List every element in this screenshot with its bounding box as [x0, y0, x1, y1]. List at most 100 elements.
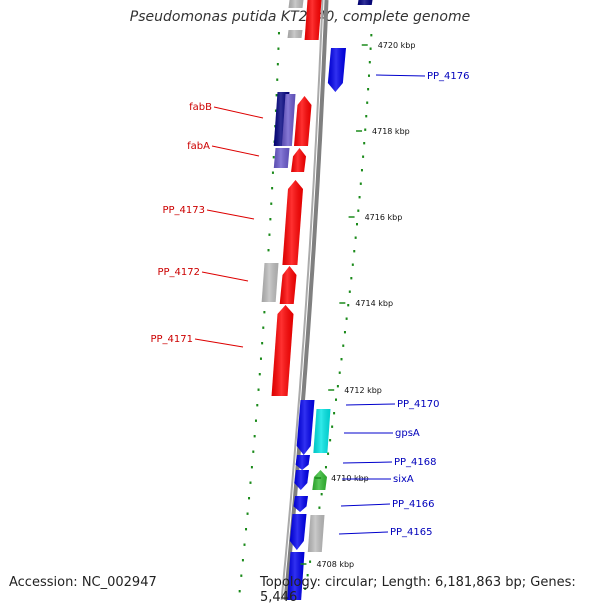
gene-label-PP_4170[interactable]: PP_4170	[345, 399, 440, 410]
feature-gray-low-sheen	[307, 515, 325, 552]
gene-label-PP_4172[interactable]: PP_4172	[157, 267, 249, 282]
guide-dot	[318, 506, 321, 509]
feature-PP_4176[interactable]	[327, 48, 346, 92]
gene-label-text[interactable]: fabB	[189, 102, 212, 113]
gene-label-text[interactable]: PP_4166	[392, 499, 435, 510]
gene-label-text[interactable]: PP_4168	[394, 457, 437, 468]
guide-dot	[249, 481, 252, 484]
feature-PP_4173-sheen	[282, 180, 303, 265]
gene-label-text[interactable]: fabA	[187, 141, 210, 152]
feature-lavender-a-sheen	[281, 94, 296, 146]
feature-blue-bottom-sheen	[287, 552, 305, 600]
gene-label-PP_4171[interactable]: PP_4171	[150, 334, 244, 348]
feature-lavender-b[interactable]	[273, 148, 290, 168]
guide-dot	[261, 342, 264, 345]
guide-dot	[358, 196, 361, 199]
feature-PP_4168-sheen	[295, 455, 310, 470]
feature-top-gray[interactable]	[288, 0, 304, 8]
map-title: Pseudomonas putida KT2440, complete geno…	[129, 9, 471, 25]
feature-PP_4170[interactable]	[296, 400, 315, 455]
guide-dot	[350, 277, 353, 280]
gene-label-text[interactable]: PP_4171	[150, 334, 193, 345]
gene-label-text[interactable]: sixA	[393, 474, 414, 485]
guide-dot	[246, 512, 249, 515]
guide-dot	[254, 419, 257, 422]
guide-dot	[245, 528, 248, 531]
leader-line	[211, 145, 260, 157]
guide-dot	[306, 574, 309, 577]
guide-dot	[309, 560, 312, 563]
feature-sixA[interactable]	[312, 470, 327, 490]
guide-dot	[274, 109, 277, 112]
feature-gray-mid[interactable]	[261, 263, 279, 302]
gene-label-PP_4176[interactable]: PP_4176	[375, 71, 470, 82]
feature-fabB[interactable]	[294, 96, 312, 146]
feature-navy-top[interactable]	[357, 0, 373, 5]
guide-dot	[253, 435, 256, 438]
guide-dot	[276, 78, 279, 81]
feature-blue-b-sheen	[294, 470, 309, 490]
feature-blue-bottom[interactable]	[287, 552, 305, 600]
feature-fabB-sheen	[294, 96, 312, 146]
gene-label-gpsA[interactable]: gpsA	[344, 428, 420, 439]
leader-line	[194, 338, 244, 348]
gene-label-text[interactable]: PP_4172	[157, 267, 200, 278]
gene-label-PP_4173[interactable]: PP_4173	[162, 205, 255, 220]
guide-dot	[250, 466, 253, 469]
guide-dot	[270, 202, 273, 205]
guide-dot	[368, 61, 371, 64]
feature-PP_4171[interactable]	[271, 305, 294, 396]
guide-dot	[366, 101, 369, 104]
gene-label-PP_4168[interactable]: PP_4168	[342, 457, 437, 468]
gene-label-PP_4166[interactable]: PP_4166	[340, 499, 435, 510]
feature-blue-b[interactable]	[294, 470, 309, 490]
scale-tick-label: 4714 kbp	[355, 299, 393, 308]
gene-label-fabA[interactable]: fabA	[187, 141, 260, 157]
scale-tick-label: 4712 kbp	[344, 386, 382, 395]
gene-label-text[interactable]: PP_4165	[390, 527, 433, 538]
guide-dot	[268, 233, 271, 236]
feature-fabA[interactable]	[291, 148, 306, 172]
feature-PP_4165-sheen	[289, 514, 307, 550]
guide-dot	[320, 493, 323, 496]
feature-PP_4173[interactable]	[282, 180, 303, 265]
feature-PP_4166[interactable]	[293, 496, 308, 512]
guide-dot	[277, 47, 280, 50]
feature-PP_4165[interactable]	[289, 514, 307, 550]
guide-dot	[333, 412, 336, 415]
feature-lavender-b-sheen	[273, 148, 290, 168]
gene-label-text[interactable]: gpsA	[395, 428, 420, 439]
guide-dot	[240, 574, 243, 577]
topology-text: Topology: circular; Length: 6,181,863 bp…	[260, 575, 576, 605]
feature-red-top[interactable]	[304, 0, 322, 40]
feature-PP_4172[interactable]	[279, 266, 297, 304]
guide-dot	[256, 404, 259, 407]
gene-label-text[interactable]: PP_4176	[427, 71, 470, 82]
guide-dot	[354, 236, 357, 239]
feature-gpsA[interactable]	[313, 409, 331, 453]
guide-dot	[336, 385, 339, 388]
feature-gray-low[interactable]	[307, 515, 325, 552]
guide-dot	[272, 156, 275, 159]
leader-line	[375, 74, 426, 77]
gene-label-text[interactable]: PP_4170	[397, 399, 440, 410]
guide-dot	[263, 311, 266, 314]
leader-line	[206, 209, 255, 220]
guide-dot	[271, 187, 274, 190]
leader-line	[340, 503, 391, 507]
feature-top-gray-sheen	[288, 0, 304, 8]
guide-dot	[370, 34, 373, 37]
feature-PP_4168[interactable]	[295, 455, 310, 470]
guide-dot	[241, 559, 244, 562]
feature-lavender-a[interactable]	[281, 94, 296, 146]
gene-label-fabB[interactable]: fabB	[189, 102, 264, 119]
guide-dot	[271, 171, 274, 174]
guide-dot	[360, 169, 363, 172]
gene-label-sixA[interactable]: sixA	[342, 474, 414, 485]
feature-navy-top-sheen	[357, 0, 373, 5]
feature-gray-upper[interactable]	[287, 30, 303, 38]
gene-label-text[interactable]: PP_4173	[162, 205, 205, 216]
gene-label-PP_4165[interactable]: PP_4165	[338, 527, 433, 538]
guide-dot	[276, 63, 279, 66]
guide-dot	[351, 263, 354, 266]
